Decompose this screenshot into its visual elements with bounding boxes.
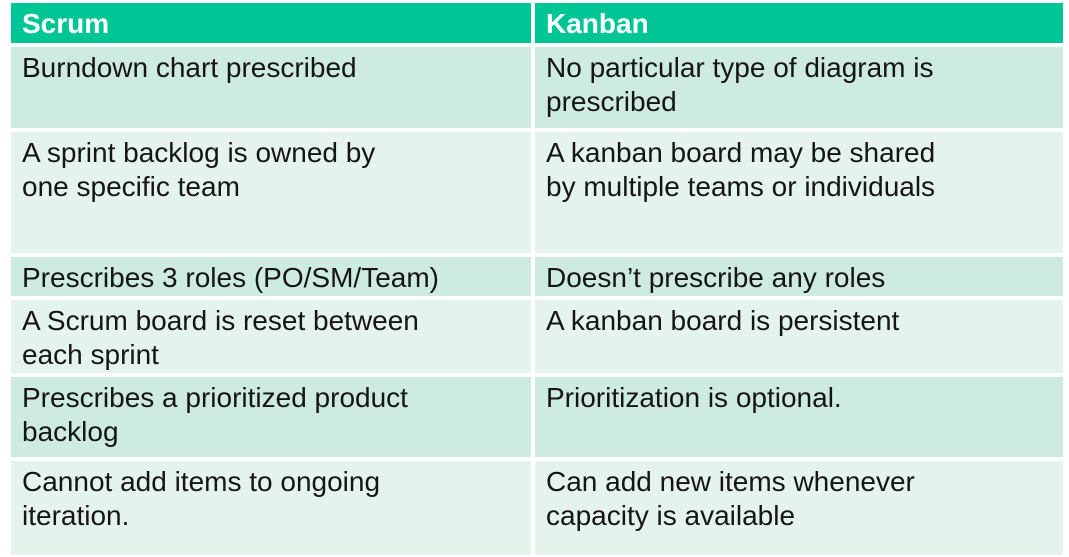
table-cell-scrum-row5: Prescribes a prioritized product backlog [11,377,531,457]
table-cell-kanban-row2: A kanban board may be shared by multiple… [535,132,1063,253]
table-cell-kanban-row5: Prioritization is optional. [535,377,1063,457]
table-cell-kanban-row6: Can add new items whenever capacity is a… [535,461,1063,555]
table-cell-scrum-row6: Cannot add items to ongoing iteration. [11,461,531,555]
column-header-kanban: Kanban [535,3,1063,43]
table-cell-kanban-row3: Doesn’t prescribe any roles [535,257,1063,296]
table-cell-scrum-row1: Burndown chart prescribed [11,47,531,128]
table-cell-scrum-row3: Prescribes 3 roles (PO/SM/Team) [11,257,531,296]
comparison-table: Scrum Kanban Burndown chart prescribed N… [11,3,1063,555]
table-cell-scrum-row4: A Scrum board is reset between each spri… [11,300,531,373]
table-cell-scrum-row2: A sprint backlog is owned by one specifi… [11,132,531,253]
table-cell-kanban-row1: No particular type of diagram is prescri… [535,47,1063,128]
column-header-scrum: Scrum [11,3,531,43]
table-cell-kanban-row4: A kanban board is persistent [535,300,1063,373]
